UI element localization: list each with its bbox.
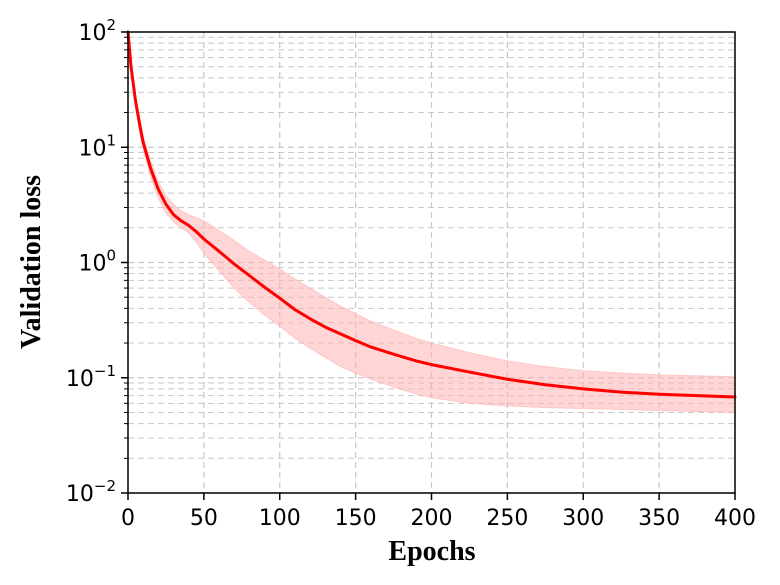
x-tick-label: 50 (190, 506, 218, 531)
x-axis-label: Epochs (388, 536, 475, 567)
x-tick-label: 150 (335, 506, 377, 531)
y-tick-label: 10−1 (66, 362, 116, 392)
x-tick-label: 250 (486, 506, 528, 531)
y-axis-label: Validation loss (16, 175, 47, 349)
x-tick-label: 300 (562, 506, 604, 531)
axes (121, 31, 736, 500)
y-tick-label: 101 (78, 131, 116, 161)
x-tick-label: 0 (121, 506, 135, 531)
y-tick-label: 102 (78, 16, 116, 46)
tick-labels: 0 50 100 150 200 250 300 350 400 102 101 100 10−1 10−… (66, 16, 756, 531)
y-tick-label: 10−2 (66, 477, 116, 507)
x-tick-label: 350 (638, 506, 680, 531)
y-tick-label: 100 (78, 247, 116, 277)
loss-line (126, 30, 737, 399)
loss-line-group (126, 30, 737, 399)
x-tick-label: 100 (259, 506, 301, 531)
x-tick-label: 200 (411, 506, 453, 531)
x-tick-label: 400 (714, 506, 756, 531)
